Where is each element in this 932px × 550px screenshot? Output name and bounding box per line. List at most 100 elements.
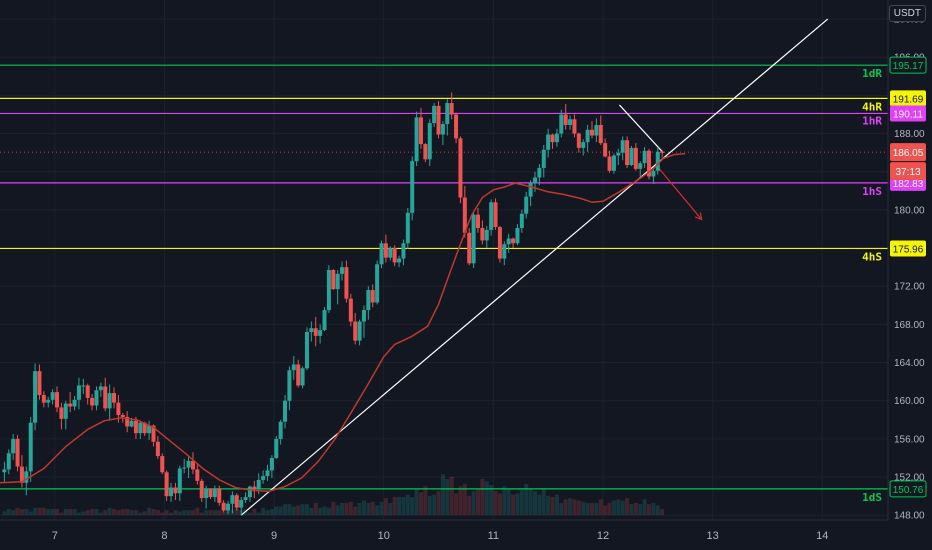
candle (449, 92, 454, 120)
candle (611, 153, 616, 174)
price-tag-4hS-bg (890, 240, 926, 257)
candle (581, 139, 586, 156)
candle-body (524, 196, 529, 214)
volume-bar (142, 511, 147, 515)
volume-bar (480, 479, 485, 515)
candle (454, 112, 459, 144)
candle (607, 150, 612, 173)
price-tag-4hR: 191.69 (893, 94, 924, 105)
candle-body (98, 386, 103, 391)
candle-body (357, 321, 362, 341)
price-tick-label: 156.00 (894, 434, 925, 445)
volume-bar (120, 509, 125, 515)
candle-body (265, 470, 270, 477)
time-axis[interactable]: 7 8 9 10 11 12 13 14 (0, 519, 888, 542)
candle (182, 458, 187, 474)
candle (309, 321, 314, 342)
volume-bar (72, 509, 77, 515)
candle-body (436, 105, 441, 135)
volume-bar (169, 512, 174, 515)
candle-body (471, 214, 476, 264)
candle-body (344, 267, 349, 299)
volume-bar (46, 509, 51, 515)
candle-body (217, 488, 222, 503)
candle-body (230, 495, 235, 504)
candle-body (568, 119, 573, 125)
candle-body (28, 422, 33, 472)
candle-body (182, 467, 187, 469)
price-tick-label: 164.00 (894, 358, 925, 369)
candle (326, 265, 331, 313)
candle (186, 456, 191, 479)
candle (247, 485, 252, 502)
candle (370, 284, 375, 308)
candle-body (458, 138, 463, 198)
level-label-1dS: 1dS (862, 491, 882, 504)
price-tag-1dR: 195.17 (893, 61, 924, 72)
candle-body (331, 270, 336, 290)
candle (24, 466, 29, 496)
volume-bar (493, 491, 498, 515)
level-label-4hS: 4hS (862, 250, 882, 263)
candle-body (418, 117, 423, 145)
candle (348, 293, 353, 327)
candle-body (532, 177, 537, 184)
price-tick-label: 188.00 (894, 129, 925, 140)
candle-body (234, 495, 239, 508)
candle (221, 499, 226, 513)
time-tick-label: 14 (816, 530, 828, 542)
candle (68, 392, 73, 413)
volume-bar (278, 506, 283, 515)
candle (46, 396, 51, 408)
price-tag-1hR: 190.11 (893, 109, 923, 120)
moving-average-line (0, 152, 686, 493)
candle-body (528, 183, 533, 197)
level-label-1hS: 1hS (862, 185, 882, 198)
candle (467, 228, 472, 266)
candle-body (278, 421, 283, 439)
volume-bar (103, 510, 108, 515)
volume-bar (212, 510, 217, 515)
volume-bar (418, 492, 423, 515)
volume-bar (471, 491, 476, 515)
volume-bar (24, 509, 29, 515)
volume-bar (651, 503, 656, 515)
candle-body (63, 403, 68, 419)
candle (427, 119, 432, 167)
candle-body (11, 438, 16, 454)
candle (41, 391, 46, 408)
candle-body (252, 486, 257, 490)
time-tick-label: 9 (271, 530, 277, 542)
candle-body (33, 371, 38, 423)
candle (638, 161, 643, 177)
candle (230, 491, 235, 514)
volume-bar (353, 506, 358, 515)
currency-label[interactable]: USDT (888, 5, 926, 22)
candle (361, 305, 366, 338)
price-axis[interactable]: 148.00 152.00 156.00 160.00 164.00 168.00 172.… (887, 0, 932, 550)
volume-bar (76, 512, 81, 515)
volume-bar (313, 503, 318, 515)
candle-body (410, 161, 415, 213)
candle (379, 240, 384, 269)
volume-bar (519, 489, 524, 515)
candle-body (480, 228, 485, 241)
projection-arrow-head (694, 212, 703, 221)
level-label-4hR: 4hR (862, 100, 882, 113)
candle-body (581, 142, 586, 148)
candle-body (133, 420, 138, 434)
candle-body (397, 258, 402, 263)
volume-bar (405, 494, 410, 515)
candle-body (537, 167, 542, 178)
price-tag-1dS: 150.76 (893, 485, 924, 496)
candle (572, 114, 577, 138)
candle (133, 416, 138, 439)
volume-bar (585, 503, 590, 515)
volume-bar (603, 505, 608, 515)
volume-bar (366, 503, 371, 515)
candle-body (642, 150, 647, 164)
volume-bar (85, 510, 90, 515)
candle (208, 488, 213, 500)
